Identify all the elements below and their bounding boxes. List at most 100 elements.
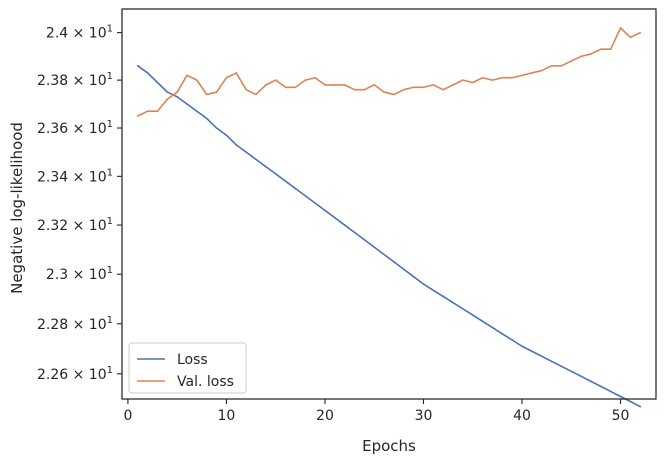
data-point-loss	[442, 295, 444, 298]
data-point-val-loss	[225, 76, 228, 79]
data-point-val-loss	[235, 72, 238, 74]
data-point-loss	[186, 103, 188, 105]
data-point-loss	[343, 224, 346, 226]
data-point-val-loss	[265, 84, 267, 86]
data-point-val-loss	[255, 93, 257, 96]
x-tick-label: 30	[415, 408, 433, 424]
data-point-val-loss	[600, 48, 602, 50]
data-point-loss	[412, 275, 415, 278]
data-point-val-loss	[363, 88, 366, 91]
data-point-val-loss	[619, 27, 622, 29]
data-point-loss	[481, 320, 484, 323]
data-point-val-loss	[215, 91, 218, 93]
data-point-val-loss	[294, 86, 297, 89]
series-layer	[136, 27, 642, 408]
data-point-loss	[462, 308, 464, 310]
data-point-val-loss	[531, 72, 533, 74]
x-tick-label: 50	[612, 408, 630, 424]
data-point-val-loss	[570, 60, 573, 62]
x-axis: 0 10 20 30 40 50	[123, 399, 629, 424]
data-point-loss	[531, 350, 533, 353]
data-point-val-loss	[245, 88, 247, 91]
data-point-val-loss	[471, 81, 474, 84]
data-point-val-loss	[373, 84, 376, 86]
data-point-loss	[205, 117, 208, 120]
data-point-val-loss	[491, 79, 494, 81]
data-point-loss	[334, 216, 336, 219]
data-point-val-loss	[196, 79, 198, 81]
data-point-loss	[560, 365, 563, 368]
data-point-val-loss	[412, 86, 415, 89]
data-point-val-loss	[639, 31, 642, 34]
data-point-val-loss	[452, 84, 454, 86]
data-point-loss	[284, 180, 287, 182]
data-point-val-loss	[590, 53, 592, 55]
data-point-loss	[511, 339, 513, 341]
legend: Loss Val. loss	[128, 342, 247, 394]
data-point-val-loss	[304, 79, 307, 81]
data-point-val-loss	[353, 88, 356, 91]
y-tick-label: 2.26 × 101	[37, 365, 113, 383]
data-point-val-loss	[156, 110, 159, 113]
y-axis-title: Negative log-likelihood	[8, 122, 26, 294]
data-point-val-loss	[462, 79, 464, 81]
data-point-loss	[393, 261, 395, 263]
x-tick-label: 10	[218, 408, 236, 424]
y-tick-label: 2.32 × 101	[37, 216, 113, 234]
data-point-loss	[265, 165, 267, 168]
x-tick-label: 0	[123, 408, 132, 424]
data-point-val-loss	[481, 76, 484, 79]
data-point-val-loss	[146, 110, 149, 113]
data-point-val-loss	[284, 86, 287, 89]
data-point-val-loss	[324, 84, 326, 86]
data-point-loss	[580, 375, 582, 378]
data-point-val-loss	[629, 36, 632, 39]
data-point-loss	[471, 314, 474, 316]
data-point-loss	[550, 360, 553, 363]
data-point-val-loss	[274, 79, 277, 81]
data-point-loss	[570, 370, 573, 373]
data-point-val-loss	[422, 86, 425, 89]
data-point-loss	[600, 385, 602, 388]
data-point-loss	[501, 332, 504, 335]
y-tick-label: 2.36 × 101	[37, 119, 113, 137]
data-point-loss	[196, 110, 198, 113]
x-tick-label: 40	[513, 408, 531, 424]
legend-label-loss: Loss	[177, 352, 208, 368]
data-point-val-loss	[511, 76, 513, 79]
data-point-loss	[639, 405, 642, 408]
data-point-loss	[324, 209, 326, 212]
data-point-val-loss	[166, 98, 169, 101]
data-point-loss	[590, 380, 592, 383]
x-axis-title: Epochs	[362, 437, 416, 455]
data-point-loss	[255, 158, 257, 161]
data-point-val-loss	[393, 93, 395, 96]
data-point-val-loss	[560, 65, 563, 67]
data-point-val-loss	[343, 84, 346, 86]
data-point-loss	[383, 253, 385, 256]
data-point-loss	[521, 345, 523, 348]
data-point-loss	[245, 151, 247, 153]
data-point-loss	[146, 72, 149, 74]
y-tick-label: 2.4 × 101	[46, 24, 113, 42]
data-point-loss	[432, 289, 435, 292]
data-point-loss	[422, 283, 425, 285]
data-point-loss	[215, 127, 218, 129]
data-point-loss	[629, 400, 632, 403]
series-line-loss	[136, 65, 642, 408]
data-point-loss	[402, 268, 405, 271]
data-point-loss	[166, 91, 169, 93]
data-point-val-loss	[176, 91, 178, 93]
data-point-val-loss	[501, 76, 504, 79]
data-point-loss	[363, 238, 366, 241]
data-point-val-loss	[521, 74, 523, 77]
data-point-val-loss	[205, 93, 208, 96]
data-point-loss	[294, 187, 297, 190]
data-point-val-loss	[402, 88, 405, 91]
data-point-val-loss	[609, 48, 612, 50]
plot-area-frame	[121, 8, 657, 400]
data-point-val-loss	[383, 91, 385, 93]
data-point-loss	[136, 65, 139, 67]
